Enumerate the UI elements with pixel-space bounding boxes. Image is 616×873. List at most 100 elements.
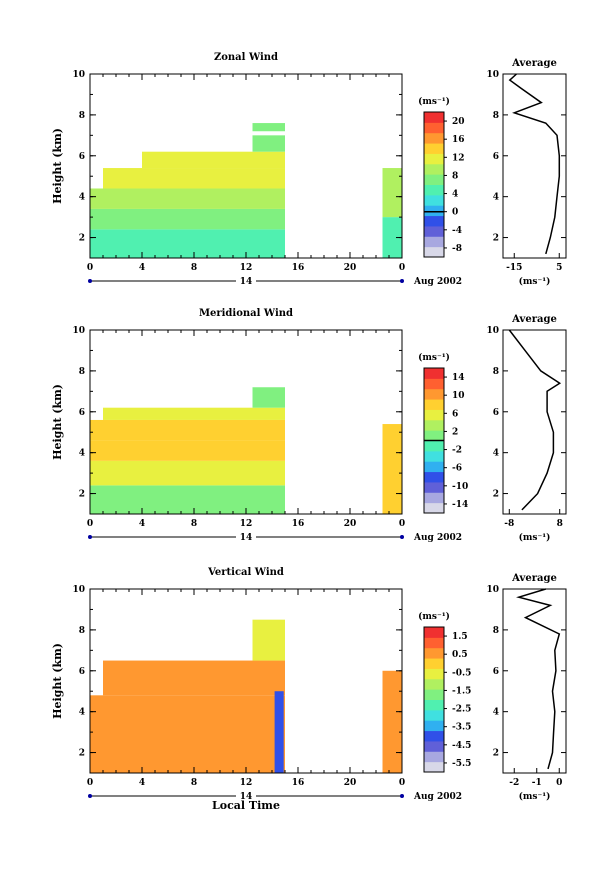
meridional-profile-ytick-label-0: 2 [493, 490, 499, 500]
meridional-colorbar-seg-5 [424, 450, 444, 462]
meridional-profile-xtick-label-1: 8 [557, 519, 563, 529]
meridional-colorbar-seg-13 [424, 368, 444, 379]
vertical-colorbar-seg-4 [424, 720, 444, 732]
vertical-cb-tick-label-3: -1.5 [452, 686, 471, 696]
zonal-cell-6 [252, 123, 285, 132]
meridional-cell-6 [382, 424, 402, 514]
meridional-cb-tick-label-5: -6 [452, 464, 462, 474]
vertical-colorbar-seg-13 [424, 627, 444, 638]
vertical-ytick-label-0: 2 [79, 749, 85, 759]
zonal-cb-tick-label-6: -4 [452, 226, 462, 236]
vertical-xtick-label-4: 16 [292, 778, 305, 788]
meridional-cb-tick-label-1: 10 [452, 391, 465, 401]
zonal-colorbar-seg-3 [424, 215, 444, 227]
vertical-unit-label: (ms⁻¹) [418, 611, 450, 622]
zonal-profile-frame [502, 73, 567, 259]
vertical-ylabel: Height (km) [51, 643, 64, 719]
meridional-cb-tick-label-4: -2 [452, 446, 462, 456]
vertical-colorbar-seg-11 [424, 647, 444, 659]
zonal-colorbar-seg-8 [424, 163, 444, 175]
meridional-colorbar-seg-2 [424, 481, 444, 493]
vertical-profile-ytick-label-3: 8 [493, 626, 499, 636]
meridional-xtick-label-1: 4 [139, 519, 145, 529]
vertical-colorbar-seg-6 [424, 699, 444, 711]
vertical-profile-xtick-label-2: 0 [556, 778, 562, 788]
meridional-colorbar-seg-3 [424, 471, 444, 483]
meridional-xtick-label-2: 8 [191, 519, 197, 529]
meridional-cell-4 [103, 407, 285, 420]
zonal-profile-ytick-label-2: 6 [493, 152, 499, 162]
vertical-title: Vertical Wind [207, 567, 284, 578]
meridional-ylabel: Height (km) [51, 384, 64, 460]
meridional-profile-frame [502, 329, 567, 515]
zonal-colorbar-seg-6 [424, 184, 444, 196]
meridional-colorbar-seg-0 [424, 502, 444, 514]
vertical-date-bg [236, 790, 256, 800]
zonal-xtick-label-0: 0 [87, 263, 93, 273]
zonal-colorbar-seg-11 [424, 132, 444, 144]
zonal-cb-tick-label-7: -8 [452, 244, 462, 254]
zonal-profile-xlabel: (ms⁻¹) [519, 276, 551, 287]
meridional-colorbar-seg-8 [424, 419, 444, 431]
vertical-cell-2 [252, 619, 285, 661]
zonal-cell-3 [103, 168, 285, 189]
meridional-date-bar-start [88, 535, 92, 539]
zonal-cell-0 [90, 229, 285, 258]
zonal-colorbar-seg-13 [424, 112, 444, 123]
vertical-profile-xlabel: (ms⁻¹) [519, 791, 551, 802]
meridional-cb-tick-label-2: 6 [452, 409, 458, 419]
meridional-colorbar-seg-12 [424, 378, 444, 390]
meridional-xtick-label-4: 16 [292, 519, 305, 529]
zonal-xtick-label-6: 0 [399, 263, 405, 273]
meridional-colorbar-seg-1 [424, 492, 444, 504]
vertical-profile-title: Average [511, 573, 557, 584]
vertical-profile-ytick-label-4: 10 [486, 585, 499, 595]
vertical-profile-ytick-label-2: 6 [493, 667, 499, 677]
zonal-date-bar-start [88, 279, 92, 283]
zonal-cell-1 [90, 208, 285, 230]
meridional-cb-tick-label-6: -10 [452, 482, 468, 492]
zonal-colorbar-seg-7 [424, 174, 444, 185]
vertical-xtick-label-6: 0 [399, 778, 405, 788]
zonal-profile-ytick-label-4: 10 [486, 70, 499, 80]
zonal-colorbar-frame [423, 111, 445, 258]
vertical-colorbar-frame [423, 626, 445, 773]
vertical-xtick-label-2: 8 [191, 778, 197, 788]
zonal-cell-8 [382, 168, 402, 218]
zonal-cb-tick-label-2: 12 [452, 153, 465, 163]
meridional-ytick-label-1: 4 [79, 449, 85, 459]
zonal-colorbar: 20 16 12 8 4 0 -4 -8 [423, 111, 465, 258]
vertical-colorbar-seg-0 [424, 761, 444, 773]
zonal-colorbar-seg-1 [424, 236, 444, 248]
meridional-cell-5 [252, 387, 285, 408]
zonal-ytick-label-4: 10 [72, 70, 85, 80]
vertical-colorbar-seg-8 [424, 678, 444, 690]
vertical-date-bar-start [88, 794, 92, 798]
vertical-xtick-label-1: 4 [139, 778, 145, 788]
meridional-profile-xtick-label-0: -8 [504, 519, 514, 529]
meridional-xtick-label-5: 20 [344, 519, 357, 529]
zonal-xtick-label-5: 20 [344, 263, 357, 273]
zonal-xtick-label-4: 16 [292, 263, 305, 273]
vertical-colorbar-seg-7 [424, 689, 444, 700]
zonal-month-label: Aug 2002 [413, 277, 462, 287]
meridional-cb-tick-label-0: 14 [452, 373, 465, 383]
vertical-cell-3 [274, 691, 284, 773]
zonal-cell-7 [382, 217, 402, 258]
zonal-profile-xtick-label-1: 5 [556, 263, 562, 273]
zonal-date-bar-end [400, 279, 404, 283]
meridional-xtick-label-0: 0 [87, 519, 93, 529]
vertical-colorbar: 1.5 0.5 -0.5 -1.5 -2.5 -3.5 -4.5 -5.5 [423, 626, 471, 773]
meridional-ytick-label-3: 8 [79, 367, 85, 377]
zonal-profile-title: Average [511, 58, 557, 69]
meridional-cell-1 [90, 460, 285, 486]
vertical-xtick-label-5: 20 [344, 778, 357, 788]
vertical-ytick-label-1: 4 [79, 708, 85, 718]
zonal-colorbar-seg-12 [424, 122, 444, 134]
vertical-colorbar-seg-9 [424, 668, 444, 680]
vertical-date-bar-end [400, 794, 404, 798]
meridional-ytick-label-0: 2 [79, 490, 85, 500]
meridional-profile-ytick-label-3: 8 [493, 367, 499, 377]
zonal-profile-ytick-label-3: 8 [493, 111, 499, 121]
xlabel: Local Time [212, 799, 280, 812]
